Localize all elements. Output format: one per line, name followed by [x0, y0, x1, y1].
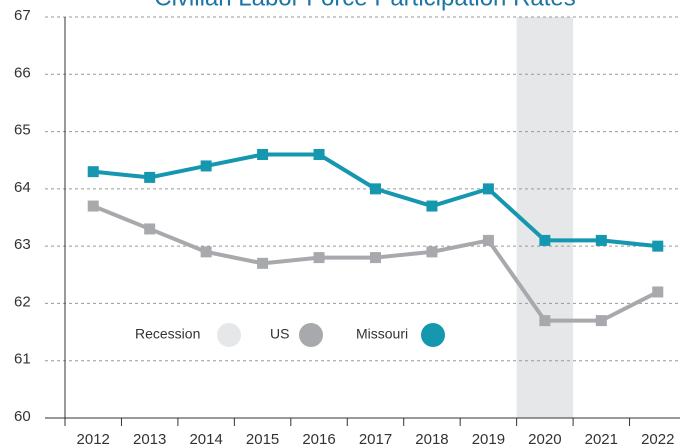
marker: [370, 252, 381, 264]
legend-swatch: [299, 323, 323, 347]
marker: [87, 166, 99, 178]
marker: [313, 148, 325, 160]
x-tick-label: 2020: [528, 431, 561, 446]
y-tick-label: 60: [14, 408, 31, 425]
x-tick-label: 2014: [189, 431, 222, 446]
legend-swatch: [421, 323, 445, 347]
x-tick-label: 2012: [77, 431, 110, 446]
marker: [539, 234, 551, 246]
legend-label: Recession: [135, 326, 200, 342]
y-tick-label: 64: [14, 179, 31, 196]
y-tick-label: 65: [14, 122, 31, 139]
marker: [539, 315, 551, 327]
marker: [482, 183, 494, 195]
chart-title: Civilian Labor Force Participation Rates: [154, 0, 576, 11]
x-tick-label: 2021: [585, 431, 618, 446]
marker: [370, 183, 381, 195]
x-tick-label: 2015: [246, 431, 279, 446]
marker: [313, 252, 325, 264]
marker: [257, 148, 269, 160]
marker: [144, 223, 156, 235]
marker: [595, 315, 607, 327]
y-tick-label: 62: [14, 293, 31, 310]
y-tick-label: 63: [14, 236, 31, 253]
marker: [257, 257, 269, 269]
marker: [426, 246, 438, 258]
x-tick-label: 2017: [359, 431, 392, 446]
x-tick-label: 2013: [133, 431, 166, 446]
y-tick-label: 67: [14, 7, 31, 24]
marker: [482, 234, 494, 246]
marker: [652, 240, 664, 252]
x-tick-label: 2016: [302, 431, 335, 446]
legend-label: Missouri: [356, 326, 408, 342]
marker: [144, 171, 156, 183]
x-tick-label: 2019: [472, 431, 505, 446]
marker: [200, 246, 212, 258]
x-tick-label: 2018: [415, 431, 448, 446]
marker: [652, 286, 664, 298]
marker: [87, 200, 99, 212]
y-tick-label: 66: [14, 64, 31, 81]
x-tick-label: 2022: [641, 431, 674, 446]
marker: [595, 234, 607, 246]
marker: [426, 200, 438, 212]
marker: [200, 160, 212, 172]
y-tick-label: 61: [14, 351, 31, 368]
legend-label: US: [270, 326, 289, 342]
recession-band: [516, 17, 574, 418]
legend-swatch: [217, 323, 241, 347]
